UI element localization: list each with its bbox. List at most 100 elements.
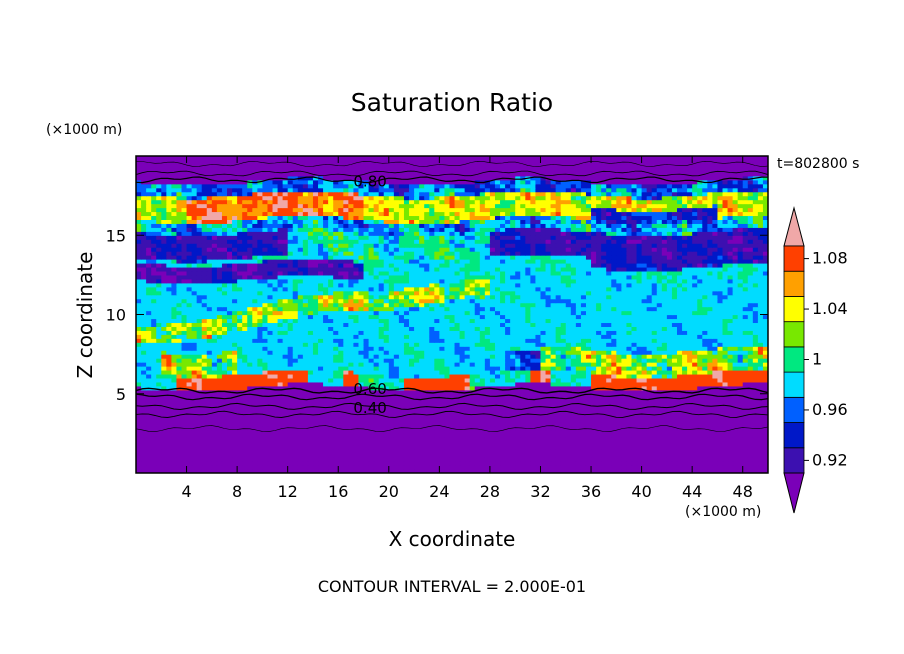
field-cell xyxy=(530,377,537,383)
field-cell xyxy=(469,433,476,438)
field-cell xyxy=(570,457,577,462)
field-cell xyxy=(757,405,764,411)
field-cell xyxy=(358,389,365,395)
field-cell xyxy=(631,405,638,411)
field-cell xyxy=(272,441,279,446)
field-cell xyxy=(363,381,370,387)
field-cell xyxy=(368,445,375,450)
field-cell xyxy=(737,362,744,367)
field-cell xyxy=(479,385,486,391)
field-cell xyxy=(388,425,395,431)
field-cell xyxy=(707,397,713,403)
field-cell xyxy=(575,445,582,450)
field-cell xyxy=(570,385,577,391)
field-cell xyxy=(171,362,178,367)
field-cell xyxy=(525,369,531,375)
field-cell xyxy=(510,346,516,351)
field-cell xyxy=(530,453,537,458)
field-cell xyxy=(393,389,400,395)
field-cell xyxy=(338,425,344,431)
field-cell xyxy=(257,405,263,411)
field-cell xyxy=(560,445,567,450)
field-cell xyxy=(166,461,172,466)
field-cell xyxy=(530,385,537,391)
field-cell xyxy=(136,433,142,438)
field-cell xyxy=(434,330,440,335)
field-cell xyxy=(282,457,289,462)
field-cell xyxy=(560,401,567,407)
field-cell xyxy=(242,409,248,415)
field-cell xyxy=(641,429,648,434)
field-cell xyxy=(454,413,461,419)
field-cell xyxy=(646,437,653,442)
field-cell xyxy=(500,441,506,446)
field-cell xyxy=(626,377,633,383)
field-cell xyxy=(606,330,612,335)
field-cell xyxy=(697,397,703,403)
field-cell xyxy=(570,314,577,320)
field-cell xyxy=(585,429,592,434)
field-cell xyxy=(419,457,425,462)
field-cell xyxy=(565,465,572,470)
field-cell xyxy=(277,318,284,324)
field-cell xyxy=(439,350,446,355)
field-cell xyxy=(176,373,183,379)
field-cell xyxy=(419,389,425,395)
field-cell xyxy=(353,437,360,442)
field-cell xyxy=(196,469,203,473)
field-cell xyxy=(363,449,370,454)
field-cell xyxy=(156,397,162,403)
field-cell xyxy=(464,330,471,335)
field-cell xyxy=(156,389,162,395)
field-cell xyxy=(570,429,577,434)
field-cell xyxy=(358,314,365,320)
field-cell xyxy=(732,377,739,383)
field-cell xyxy=(570,397,577,403)
field-cell xyxy=(424,429,430,434)
field-cell xyxy=(697,318,703,324)
field-cell xyxy=(732,362,739,367)
field-cell xyxy=(277,397,284,403)
field-cell xyxy=(307,366,314,371)
field-cell xyxy=(742,457,749,462)
field-cell xyxy=(186,429,193,434)
field-cell xyxy=(388,350,395,355)
field-cell xyxy=(403,381,410,387)
field-cell xyxy=(353,381,360,387)
field-cell xyxy=(191,318,198,324)
field-cell xyxy=(762,429,768,434)
field-cell xyxy=(328,314,334,320)
field-cell xyxy=(494,445,501,450)
field-cell xyxy=(545,469,552,473)
field-cell xyxy=(257,401,263,407)
field-cell xyxy=(186,322,193,327)
field-cell xyxy=(277,421,284,427)
field-cell xyxy=(479,350,486,355)
field-cell xyxy=(166,369,172,375)
field-cell xyxy=(676,326,683,331)
field-cell xyxy=(343,461,349,466)
field-cell xyxy=(565,401,572,407)
field-cell xyxy=(580,461,587,466)
field-cell xyxy=(454,417,461,423)
field-cell xyxy=(227,429,233,434)
field-cell xyxy=(429,358,435,363)
field-cell xyxy=(419,469,425,473)
field-cell xyxy=(201,373,208,379)
field-cell xyxy=(651,445,658,450)
field-cell xyxy=(489,417,496,423)
field-cell xyxy=(697,453,703,458)
field-cell xyxy=(247,346,253,351)
field-cell xyxy=(151,465,157,470)
field-cell xyxy=(530,346,537,351)
field-cell xyxy=(272,373,279,379)
field-cell xyxy=(646,413,653,419)
field-cell xyxy=(333,397,339,403)
field-cell xyxy=(636,318,643,324)
field-cell xyxy=(585,366,592,371)
field-cell xyxy=(424,393,430,399)
field-cell xyxy=(616,393,622,399)
field-cell xyxy=(439,417,446,423)
field-cell xyxy=(762,465,768,470)
field-cell xyxy=(757,413,764,419)
